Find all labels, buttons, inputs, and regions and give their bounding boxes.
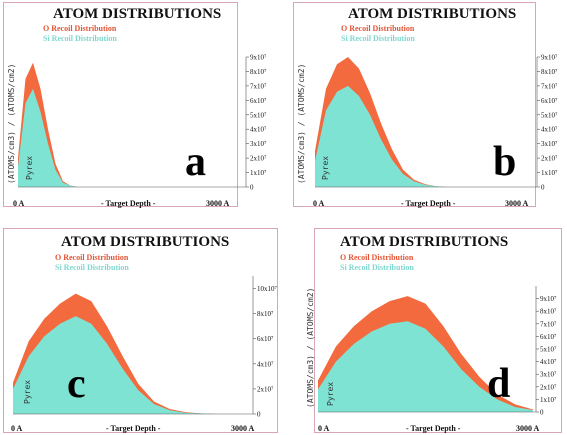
legend-o: O Recoil Distribution	[43, 24, 117, 33]
legend-o: O Recoil Distribution	[340, 253, 414, 262]
panel-letter: a	[185, 139, 206, 185]
chart-title: ATOM DISTRIBUTIONS	[53, 6, 222, 22]
material-label: Pyrex	[25, 155, 34, 180]
y-tick-label: 0	[541, 184, 545, 192]
chart-panel-a: ATOM DISTRIBUTIONS O Recoil Distribution…	[3, 2, 273, 212]
y-tick-label: 1x10⁷	[541, 169, 558, 177]
y-tick-label: 1x10⁷	[540, 396, 557, 404]
legend-si: Si Recoil Distribution	[55, 263, 129, 272]
series-area-si	[18, 88, 86, 187]
y-tick-label: 4x10⁷	[540, 358, 557, 366]
y-tick-label: 3x10⁷	[541, 140, 558, 148]
y-tick-label: 3x10⁷	[540, 371, 557, 379]
panel-frame	[293, 2, 536, 207]
legend-si: Si Recoil Distribution	[341, 34, 415, 43]
panel-letter: b	[493, 139, 517, 185]
x-tick-left: 0 A	[13, 199, 25, 208]
y-tick-label: 9x10⁷	[250, 54, 267, 62]
chart-panel-c: ATOM DISTRIBUTIONS O Recoil Distribution…	[3, 228, 288, 435]
x-tick-right: 3000 A	[231, 424, 255, 433]
y-tick-label: 7x10⁷	[541, 82, 558, 90]
y-tick-label: 8x10⁷	[541, 68, 558, 76]
chart-title: ATOM DISTRIBUTIONS	[348, 6, 517, 22]
y-tick-label: 7x10⁷	[540, 320, 557, 328]
y-tick-label: 6x10⁷	[257, 335, 274, 343]
plot-area: 0 1x10⁷ 2x10⁷ 3x10⁷ 4x10⁷ 5x10⁷ 6x10⁷ 7x10⁷ 8x10…	[318, 286, 557, 417]
y-tick-label: 10x10⁷	[257, 285, 278, 293]
series-area-si	[315, 85, 447, 187]
material-label: Pyrex	[23, 379, 32, 404]
y-tick-label: 8x10⁷	[257, 310, 274, 318]
y-tick-label: 2x10⁷	[541, 155, 558, 163]
y-tick-label: 4x10⁷	[541, 126, 558, 134]
material-label: Pyrex	[321, 155, 330, 180]
y-tick-label: 0	[257, 411, 261, 419]
plot-area: 0 2x10⁷ 4x10⁷ 6x10⁷ 8x10⁷ 10x10⁷	[13, 276, 278, 419]
chart-panel-b: ATOM DISTRIBUTIONS O Recoil Distribution…	[293, 2, 565, 212]
panel-frame	[314, 228, 562, 433]
plot-area: 0 1x10⁷ 2x10⁷ 3x10⁷ 4x10⁷ 5x10⁷ 6x10⁷ 7x10⁷ 8x10…	[18, 54, 267, 192]
series-area-si	[13, 316, 217, 414]
x-axis-label: - Target Depth -	[406, 424, 461, 433]
x-tick-left: 0 A	[313, 199, 325, 208]
y-tick-label: 6x10⁷	[541, 97, 558, 105]
x-axis-label: - Target Depth -	[101, 199, 156, 208]
material-label: Pyrex	[326, 381, 335, 406]
x-axis-label: - Target Depth -	[106, 424, 161, 433]
y-tick-label: 2x10⁷	[257, 385, 274, 393]
legend-si: Si Recoil Distribution	[340, 263, 414, 272]
y-tick-label: 1x10⁷	[250, 169, 267, 177]
y-tick-label: 6x10⁷	[250, 97, 267, 105]
series-area-si	[318, 321, 533, 412]
x-tick-right: 3000 A	[206, 199, 230, 208]
legend-si: Si Recoil Distribution	[43, 34, 117, 43]
legend-o: O Recoil Distribution	[55, 253, 129, 262]
chart-panel-d: ATOM DISTRIBUTIONS O Recoil Distribution…	[306, 228, 567, 435]
plot-area: 0 1x10⁷ 2x10⁷ 3x10⁷ 4x10⁷ 5x10⁷ 6x10⁷ 7x10⁷ 8x10…	[315, 54, 558, 192]
y-tick-label: 5x10⁷	[250, 111, 267, 119]
y-tick-label: 9x10⁷	[540, 295, 557, 303]
y-tick-label: 4x10⁷	[250, 126, 267, 134]
y-tick-label: 4x10⁷	[257, 360, 274, 368]
x-tick-right: 3000 A	[516, 424, 540, 433]
x-axis-label: - Target Depth -	[401, 199, 456, 208]
panel-letter: d	[487, 361, 511, 407]
x-tick-left: 0 A	[318, 424, 330, 433]
x-tick-left: 0 A	[11, 424, 23, 433]
y-tick-label: 6x10⁷	[540, 333, 557, 341]
y-tick-label: 0	[250, 184, 254, 192]
panel-frame	[3, 228, 278, 433]
y-tick-label: 8x10⁷	[250, 68, 267, 76]
panel-frame	[3, 2, 238, 207]
chart-title: ATOM DISTRIBUTIONS	[340, 234, 509, 250]
chart-title: ATOM DISTRIBUTIONS	[61, 234, 230, 250]
y-tick-label: 5x10⁷	[541, 111, 558, 119]
y-tick-label: 2x10⁷	[540, 383, 557, 391]
y-tick-label: 9x10⁷	[541, 54, 558, 62]
y-tick-label: 3x10⁷	[250, 140, 267, 148]
y-tick-label: 2x10⁷	[250, 155, 267, 163]
y-tick-label: 5x10⁷	[540, 346, 557, 354]
y-tick-label: 7x10⁷	[250, 82, 267, 90]
legend-o: O Recoil Distribution	[341, 24, 415, 33]
panel-letter: c	[67, 361, 86, 407]
y-tick-label: 8x10⁷	[540, 308, 557, 316]
y-axis-label: (ATOMS/cm3) / (ATOMS/cm2)	[306, 287, 315, 408]
y-axis-label: (ATOMS/cm3) / (ATOMS/cm2)	[7, 63, 16, 184]
y-axis-label: (ATOMS/cm3) / (ATOMS/cm2)	[297, 63, 306, 184]
x-tick-right: 3000 A	[505, 199, 529, 208]
y-tick-label: 0	[540, 409, 544, 417]
